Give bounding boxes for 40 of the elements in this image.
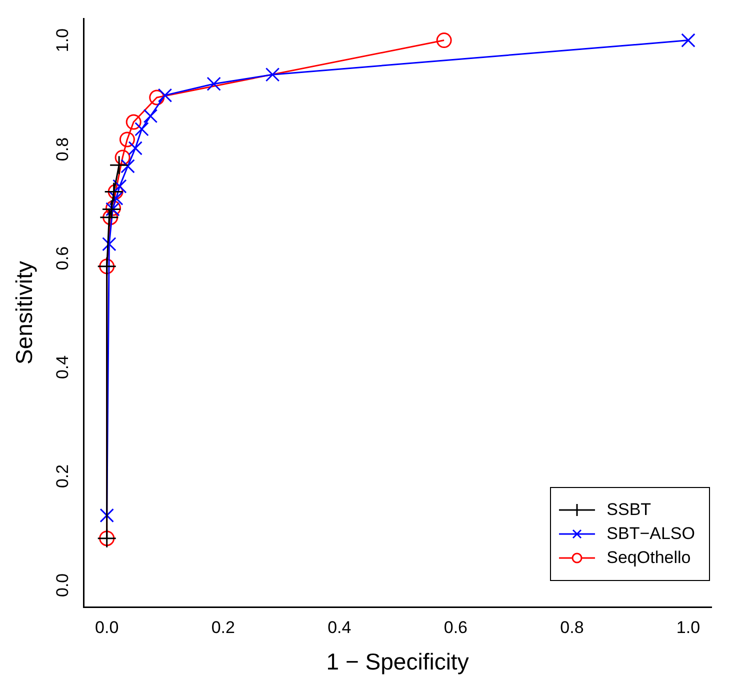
- point: [265, 68, 280, 82]
- point: [134, 122, 149, 136]
- y-tick-label: 0.2: [52, 464, 72, 488]
- point: [143, 108, 158, 124]
- legend-label: SeqOthello: [606, 548, 691, 568]
- point: [114, 150, 130, 166]
- x-tick-label: 0.2: [211, 618, 235, 637]
- x-tick-label: 0.6: [444, 618, 468, 637]
- point: [158, 88, 172, 102]
- point: [206, 76, 221, 92]
- x-tick-label: 1.0: [676, 618, 700, 637]
- point: [100, 508, 114, 523]
- x-tick-label: 0.0: [95, 618, 119, 637]
- point: [120, 159, 135, 174]
- x-tick-label: 0.4: [328, 618, 352, 637]
- point: [109, 155, 129, 175]
- x-tick-label: 0.8: [560, 618, 584, 637]
- y-tick-label: 0.0: [52, 573, 72, 598]
- legend-label: SSBT: [606, 500, 652, 520]
- y-tick-label: 0.6: [52, 246, 72, 270]
- point: [126, 114, 142, 130]
- point: [149, 90, 165, 106]
- point: [108, 184, 124, 200]
- point: [99, 208, 119, 228]
- point: [104, 182, 124, 202]
- point: [102, 210, 118, 226]
- point: [102, 236, 116, 252]
- point: [109, 191, 124, 206]
- point: [681, 33, 696, 48]
- point: [128, 141, 142, 156]
- y-tick-label: 0.8: [52, 137, 72, 162]
- y-tick-label: 0.4: [52, 355, 72, 380]
- point: [112, 179, 127, 194]
- point: [119, 132, 135, 148]
- point: [102, 199, 122, 219]
- x-axis-title: 1 − Specificity: [326, 648, 470, 675]
- legend-label: SBT−ALSO: [606, 524, 695, 544]
- point: [436, 32, 452, 48]
- y-axis-title: Sensitivity: [11, 260, 38, 365]
- y-tick-label: 1.0: [52, 28, 72, 52]
